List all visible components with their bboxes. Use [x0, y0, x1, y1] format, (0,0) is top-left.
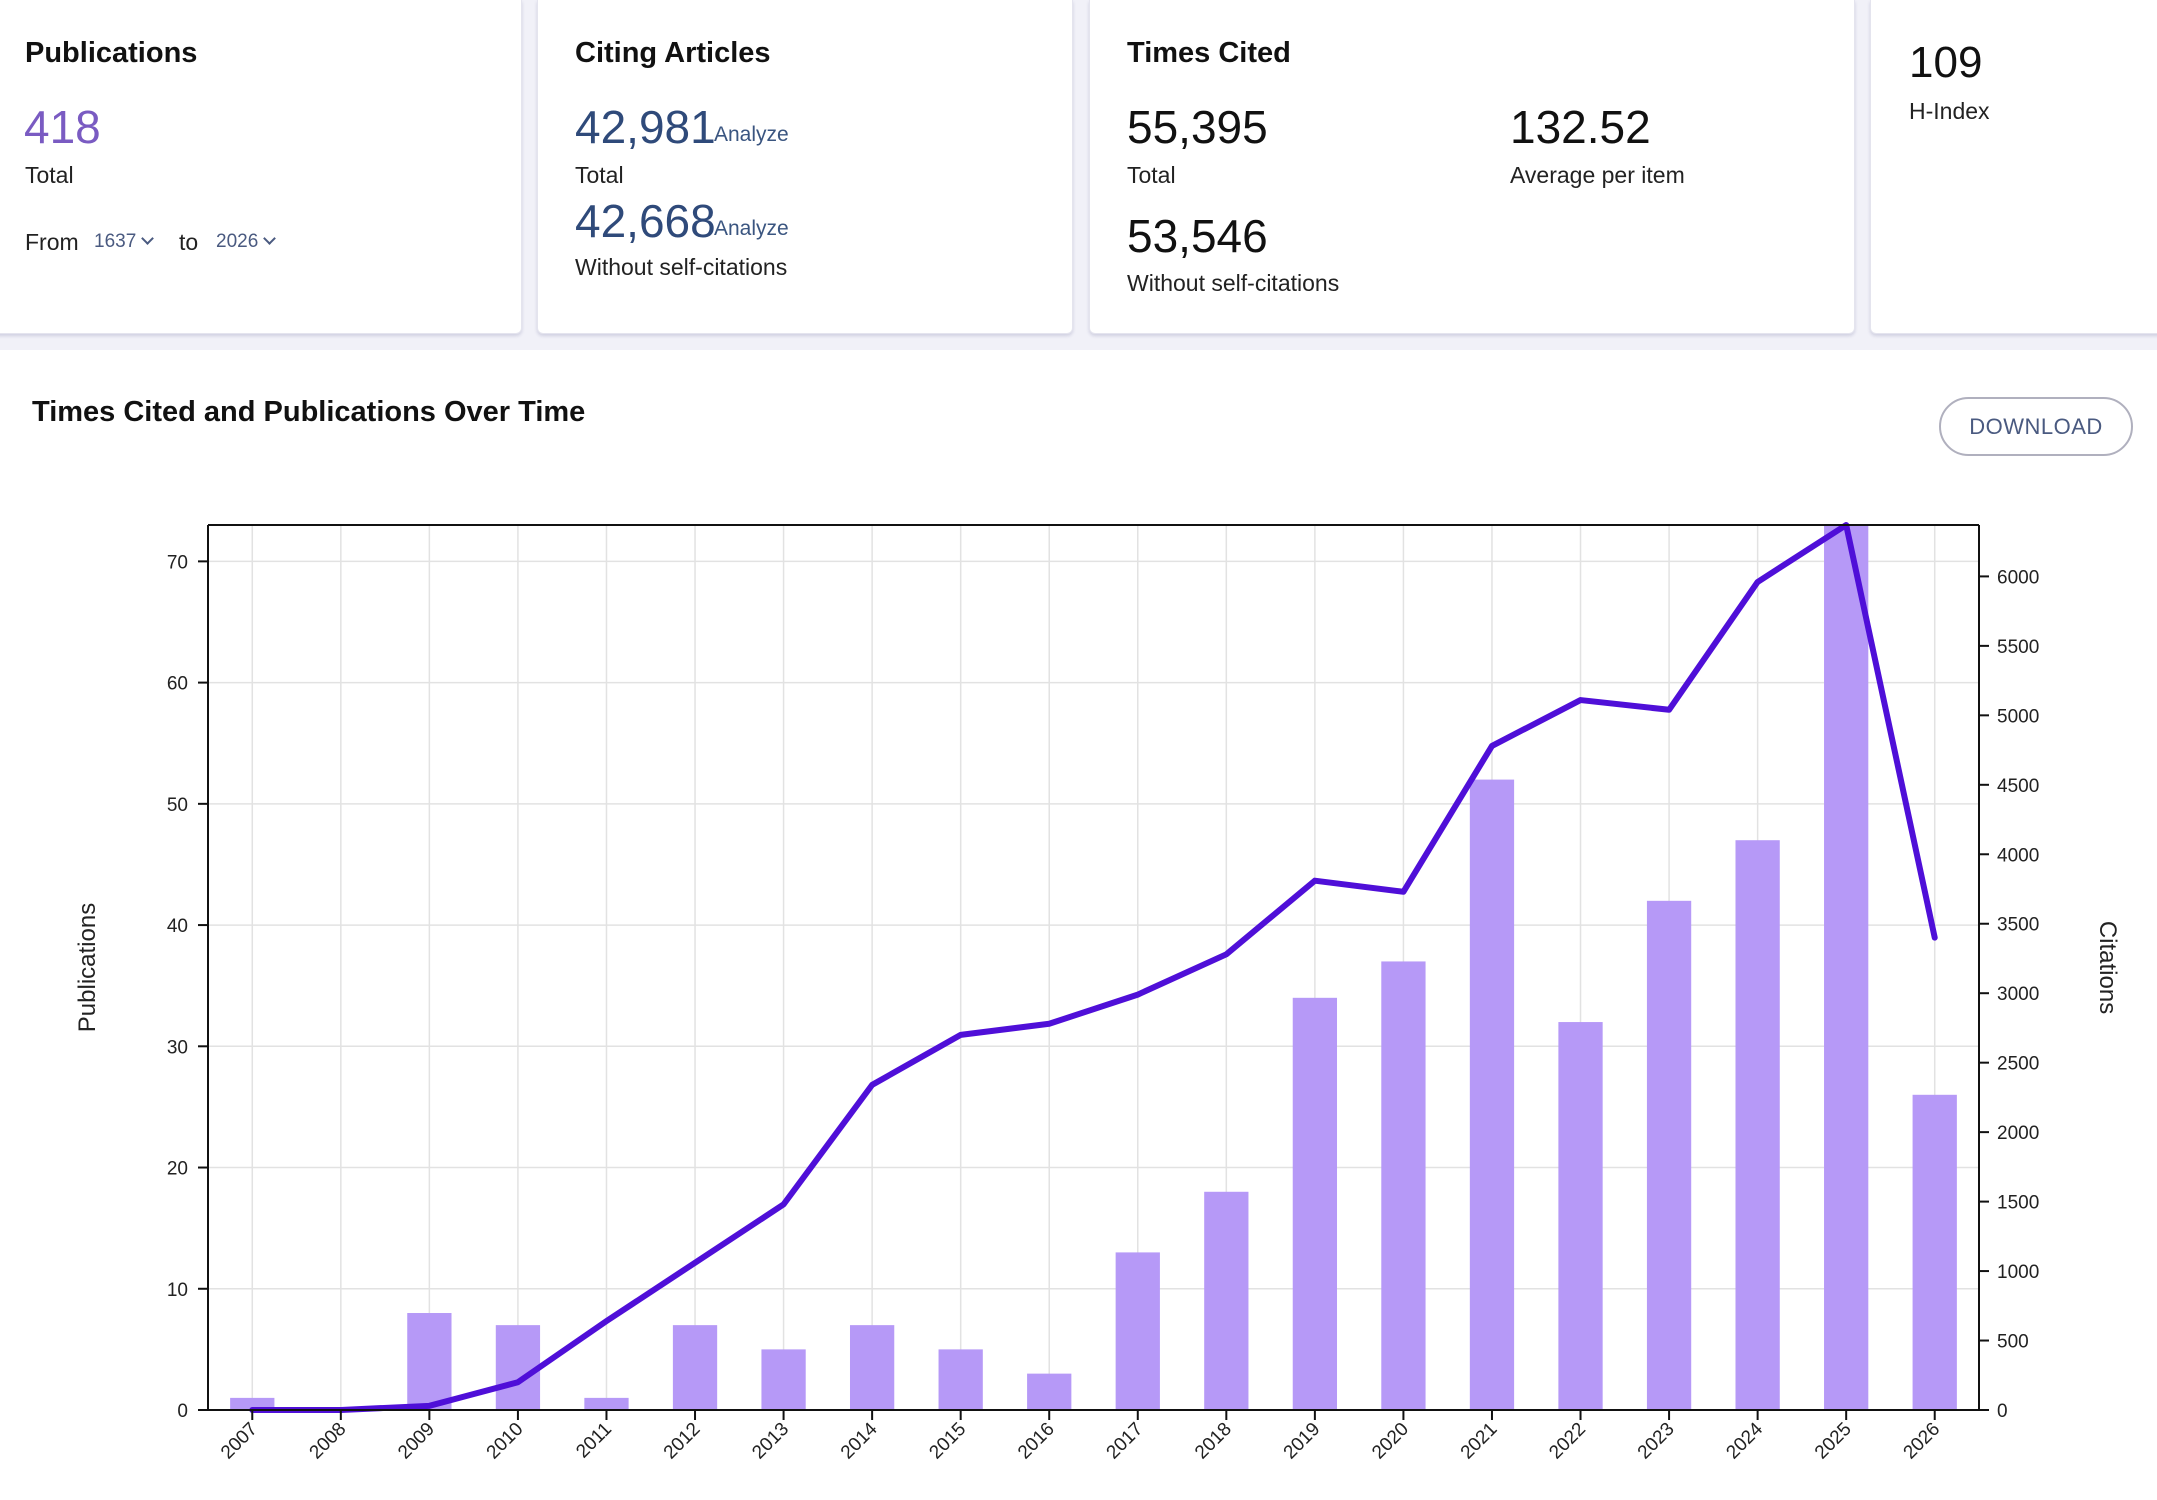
h-index-label: H-Index — [1909, 98, 1990, 124]
right-y-tick-label: 1000 — [1997, 1262, 2039, 1283]
right-y-tick-label: 2000 — [1997, 1123, 2039, 1144]
publication-bar — [584, 1397, 629, 1410]
h-index-card: 109 H-Index — [1870, 0, 2157, 334]
times-cited-without-label: Without self-citations — [1127, 270, 1340, 296]
right-y-axis-title: Citations — [2094, 921, 2121, 1014]
times-cited-total-value: 55,395 — [1127, 101, 1268, 153]
publication-bar — [230, 1397, 275, 1410]
from-year-value: 1637 — [94, 231, 137, 252]
from-label: From — [25, 229, 79, 255]
x-tick-label: 2018 — [1191, 1419, 1236, 1464]
publications-title: Publications — [25, 37, 198, 69]
to-label: to — [179, 229, 199, 255]
x-tick-label: 2019 — [1280, 1419, 1325, 1464]
chart-axes: 0 10 20 30 40 50 60 70 0 500 1000 1500 2000 2500 3000 3… — [74, 524, 2121, 1464]
right-y-tick-label: 1500 — [1997, 1193, 2039, 1214]
chart-title: Times Cited and Publications Over Time — [32, 396, 586, 428]
right-y-tick-label: 2500 — [1997, 1054, 2039, 1075]
publication-bar — [1381, 961, 1426, 1410]
right-y-tick-label: 500 — [1997, 1332, 2029, 1353]
publication-bar — [1204, 1191, 1249, 1410]
to-year-dropdown[interactable]: 2026 — [216, 231, 277, 253]
x-tick-label: 2010 — [483, 1419, 528, 1464]
right-y-tick-label: 4000 — [1997, 845, 2039, 866]
right-y-tick-label: 6000 — [1997, 567, 2039, 588]
times-cited-without-value: 53,546 — [1127, 210, 1268, 262]
x-tick-label: 2016 — [1014, 1419, 1059, 1464]
publication-bar — [1292, 997, 1338, 1410]
publication-bar — [1824, 525, 1869, 1410]
right-y-tick-label: 3500 — [1997, 915, 2039, 936]
x-tick-label: 2011 — [572, 1419, 616, 1463]
publications-total-label: Total — [25, 162, 74, 188]
to-year-value: 2026 — [216, 231, 259, 252]
citations-line-group — [249, 522, 1938, 1413]
x-tick-label: 2012 — [660, 1419, 705, 1464]
left-y-tick-label: 40 — [167, 916, 188, 937]
x-tick-label: 2013 — [748, 1419, 793, 1464]
x-tick-label: 2022 — [1545, 1419, 1590, 1464]
citing-articles-card: Citing Articles 42,981 Analyze Total 42,… — [537, 0, 1073, 334]
left-y-tick-label: 20 — [167, 1159, 188, 1180]
right-y-tick-label: 5000 — [1997, 706, 2039, 727]
publication-bar — [1912, 1094, 1957, 1410]
times-cited-average-value: 132.52 — [1510, 101, 1651, 153]
publication-bar — [1558, 1022, 1603, 1410]
publication-bar — [938, 1349, 983, 1410]
publications-total-value: 418 — [24, 101, 101, 153]
h-index-value: 109 — [1909, 38, 1983, 87]
publication-bar — [672, 1325, 718, 1410]
citing-articles-total-label: Total — [575, 162, 624, 188]
left-y-tick-label: 0 — [177, 1401, 188, 1422]
citing-articles-total-analyze-link[interactable]: Analyze — [714, 123, 789, 146]
times-cited-card: Times Cited 55,395 Total 132.52 Average … — [1089, 0, 1855, 334]
x-tick-label: 2014 — [837, 1418, 882, 1463]
left-y-tick-label: 30 — [167, 1037, 188, 1058]
x-tick-label: 2023 — [1634, 1419, 1679, 1464]
download-button[interactable]: DOWNLOAD — [1939, 397, 2133, 456]
publication-bar — [1115, 1252, 1160, 1410]
left-y-tick-label: 70 — [167, 552, 188, 573]
citations-line — [249, 522, 1938, 1413]
publication-bar — [1469, 779, 1515, 1410]
citing-articles-without-value: 42,668 — [575, 195, 716, 247]
x-tick-label: 2008 — [306, 1419, 351, 1464]
x-tick-label: 2020 — [1368, 1419, 1413, 1464]
times-cited-title: Times Cited — [1127, 37, 1291, 69]
chart-grid — [208, 525, 1979, 1411]
times-cited-average-label: Average per item — [1510, 162, 1685, 188]
x-tick-label: 2009 — [394, 1419, 439, 1464]
left-y-tick-label: 10 — [167, 1280, 188, 1301]
left-y-axis-title: Publications — [74, 903, 101, 1032]
x-tick-label: 2026 — [1900, 1419, 1945, 1464]
x-tick-label: 2015 — [925, 1419, 970, 1464]
right-y-tick-label: 5500 — [1997, 637, 2039, 658]
citing-articles-title: Citing Articles — [575, 37, 771, 69]
citing-articles-without-analyze-link[interactable]: Analyze — [714, 217, 789, 240]
x-tick-label: 2007 — [217, 1419, 262, 1464]
left-y-tick-label: 60 — [167, 674, 188, 695]
publications-card: Publications 418 Total From 1637 to 2026 — [0, 0, 522, 334]
times-cited-total-label: Total — [1127, 162, 1176, 188]
publications-bars — [230, 525, 1957, 1410]
x-tick-label: 2025 — [1811, 1419, 1856, 1464]
publication-bar — [407, 1313, 452, 1410]
publication-bar — [761, 1349, 806, 1410]
right-y-tick-label: 3000 — [1997, 984, 2039, 1005]
x-tick-label: 2017 — [1103, 1419, 1148, 1464]
x-tick-label: 2021 — [1457, 1419, 1502, 1464]
publication-bar — [1646, 900, 1692, 1410]
x-tick-label: 2024 — [1722, 1418, 1767, 1463]
left-y-tick-label: 50 — [167, 795, 188, 816]
publication-bar — [495, 1325, 541, 1410]
publication-bar — [1735, 840, 1780, 1410]
publication-bar — [1027, 1373, 1072, 1410]
citing-articles-without-label: Without self-citations — [575, 254, 788, 280]
from-year-dropdown[interactable]: 1637 — [94, 231, 155, 253]
publication-bar — [849, 1325, 895, 1410]
right-y-tick-label: 0 — [1997, 1401, 2008, 1422]
right-y-tick-label: 4500 — [1997, 776, 2039, 797]
citing-articles-total-value: 42,981 — [575, 101, 716, 153]
